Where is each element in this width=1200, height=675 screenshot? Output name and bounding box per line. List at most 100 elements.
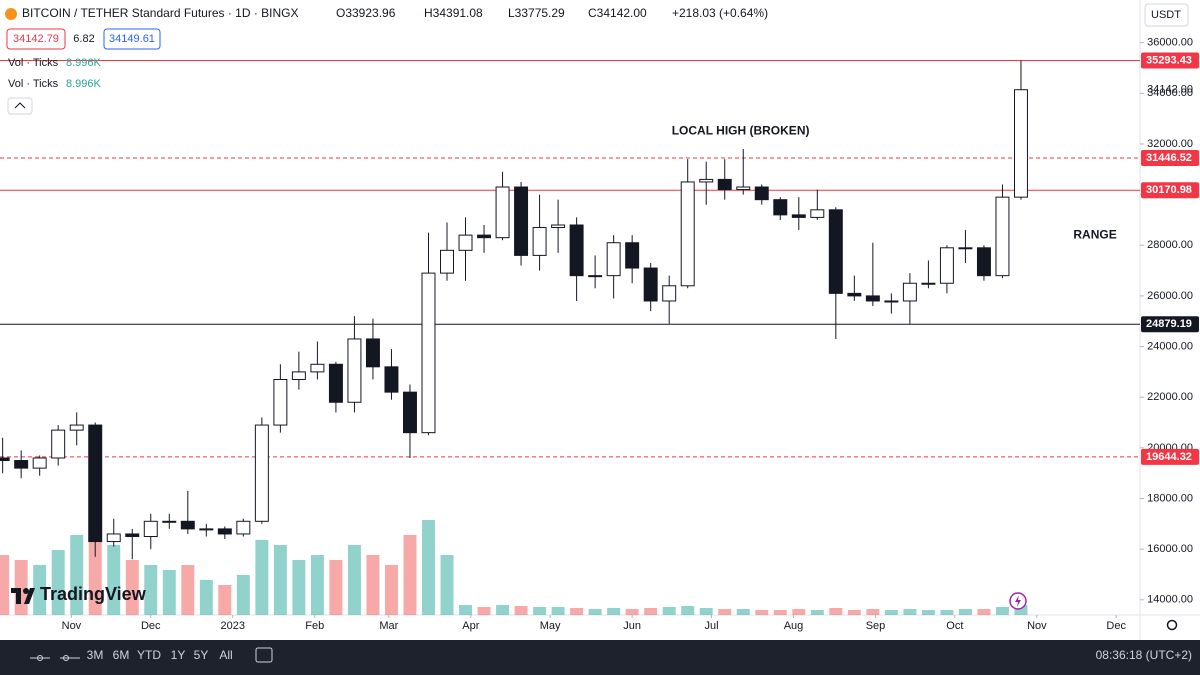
volume-bar bbox=[977, 609, 991, 615]
collapse-icon bbox=[14, 102, 26, 109]
indicator-label: Vol · Ticks bbox=[8, 78, 59, 90]
candle-body bbox=[32, 457, 47, 469]
range-button[interactable]: 5Y bbox=[194, 648, 209, 662]
logo-text: TradingView bbox=[40, 584, 147, 604]
x-tick-label: Dec bbox=[1106, 620, 1126, 632]
symbol-title: BITCOIN / TETHER Standard Futures · 1D ·… bbox=[22, 6, 299, 20]
volume-bar bbox=[810, 610, 824, 615]
candle-body bbox=[569, 224, 584, 277]
x-tick-label: 2023 bbox=[221, 620, 245, 632]
level-label-box bbox=[1141, 448, 1199, 465]
volume-bar bbox=[644, 608, 658, 615]
candle-body bbox=[847, 292, 862, 297]
bid-price[interactable]: 34142.79 bbox=[13, 33, 59, 45]
volume-bar bbox=[199, 580, 213, 615]
date-range-icon[interactable] bbox=[255, 647, 273, 663]
volume-bar bbox=[51, 550, 65, 615]
candle-body bbox=[662, 285, 677, 302]
y-tick-label: 26000.00 bbox=[1147, 290, 1193, 302]
candle-body bbox=[810, 209, 825, 218]
range-button[interactable]: All bbox=[219, 648, 232, 662]
volume-bar bbox=[125, 560, 139, 615]
volume-bar bbox=[14, 560, 28, 615]
candle-body bbox=[328, 363, 343, 403]
ask-price[interactable]: 34149.61 bbox=[109, 33, 155, 45]
logo-dot bbox=[23, 588, 29, 594]
volume-bar bbox=[551, 607, 565, 615]
plot-area: 14000.0016000.0018000.0020000.0022000.00… bbox=[0, 0, 1200, 640]
x-tick-label: Aug bbox=[784, 620, 804, 632]
volume-bar bbox=[773, 610, 787, 615]
volume-bar bbox=[218, 585, 232, 615]
candle-body bbox=[717, 178, 732, 191]
collapse-button[interactable] bbox=[7, 97, 33, 115]
level-label: 30170.98 bbox=[1146, 184, 1192, 196]
volume-bar bbox=[829, 608, 843, 615]
candle-body bbox=[902, 282, 917, 302]
y-tick-label: 32000.00 bbox=[1147, 138, 1193, 150]
range-button[interactable]: 6M bbox=[113, 648, 130, 662]
candle-body bbox=[477, 234, 492, 239]
x-tick-label: Mar bbox=[379, 620, 398, 632]
volume-bar bbox=[0, 555, 10, 615]
volume-bar bbox=[958, 609, 972, 615]
volume-bar bbox=[366, 555, 380, 615]
toolbar-icon[interactable] bbox=[37, 655, 43, 661]
candle-body bbox=[162, 520, 177, 523]
candle-body bbox=[976, 247, 991, 277]
ohlc-close: C34142.00 bbox=[588, 6, 647, 20]
ohlc-open: O33923.96 bbox=[336, 6, 396, 20]
volume-bar bbox=[995, 607, 1009, 615]
candle-body bbox=[347, 338, 362, 403]
toolbar-icon[interactable] bbox=[63, 655, 69, 661]
buy-button[interactable] bbox=[103, 28, 161, 50]
volume-bar bbox=[144, 565, 158, 615]
volume-bar bbox=[70, 535, 84, 615]
candle-body bbox=[384, 366, 399, 393]
candle-body bbox=[514, 186, 529, 256]
candle-body bbox=[273, 378, 288, 426]
currency-button[interactable] bbox=[1144, 3, 1189, 27]
volume-bar bbox=[792, 609, 806, 615]
indicator-value: 8.996K bbox=[66, 57, 102, 69]
candle-body bbox=[310, 363, 325, 373]
candle-body bbox=[495, 186, 510, 239]
y-tick-label: 18000.00 bbox=[1147, 492, 1193, 504]
candle-body bbox=[736, 186, 751, 191]
level-label-box bbox=[1141, 52, 1199, 69]
volume-bar bbox=[903, 609, 917, 615]
volume-bar bbox=[736, 609, 750, 615]
sell-button[interactable] bbox=[6, 28, 66, 50]
volume-bar bbox=[607, 608, 621, 615]
level-label: 31446.52 bbox=[1146, 152, 1192, 164]
volume-bar bbox=[422, 520, 435, 615]
level-label-box bbox=[1141, 149, 1199, 166]
candle-body bbox=[884, 300, 899, 303]
range-button[interactable]: YTD bbox=[137, 648, 161, 662]
candle-body bbox=[532, 227, 547, 256]
x-tick-label: Nov bbox=[1027, 620, 1047, 632]
volume-bar bbox=[107, 545, 121, 615]
range-button[interactable]: 3M bbox=[87, 648, 104, 662]
level-label: 35293.43 bbox=[1146, 54, 1192, 66]
candle-body bbox=[14, 460, 29, 469]
ohlc-high: H34391.08 bbox=[424, 6, 483, 20]
volume-bar bbox=[162, 570, 176, 615]
volume-bar bbox=[384, 565, 398, 615]
logo-mark bbox=[11, 588, 35, 604]
y-tick-label: 14000.00 bbox=[1147, 594, 1193, 606]
range-button[interactable]: 1Y bbox=[171, 648, 186, 662]
candle-body bbox=[402, 391, 417, 434]
settings-icon[interactable] bbox=[1166, 619, 1178, 631]
candle-body bbox=[939, 247, 954, 284]
y-tick-label: 28000.00 bbox=[1147, 239, 1193, 251]
x-tick-label: Feb bbox=[305, 620, 324, 632]
currency[interactable]: USDT bbox=[1151, 9, 1181, 21]
x-tick-label: May bbox=[540, 620, 561, 632]
candle-body bbox=[995, 196, 1010, 277]
volume-bar bbox=[459, 605, 473, 615]
annotation: LOCAL HIGH (BROKEN) bbox=[672, 123, 810, 137]
candle-body bbox=[958, 247, 973, 250]
